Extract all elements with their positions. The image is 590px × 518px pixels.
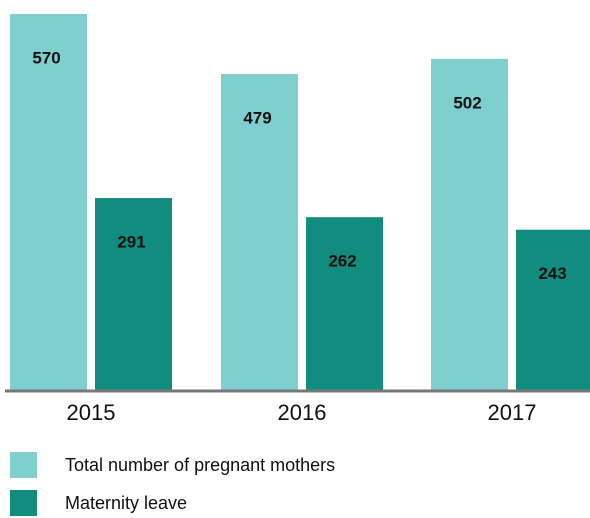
- legend-swatch: [10, 452, 37, 478]
- x-tick-label: 2017: [488, 400, 537, 425]
- bar: [431, 58, 508, 390]
- x-tick-label: 2016: [278, 400, 327, 425]
- data-label: 243: [538, 264, 566, 283]
- bar: [516, 229, 590, 390]
- data-label: 502: [453, 93, 481, 112]
- legend-label: Maternity leave: [65, 493, 187, 513]
- data-label: 262: [328, 252, 356, 271]
- legend-label: Total number of pregnant mothers: [65, 455, 335, 475]
- bar: [221, 74, 298, 390]
- bar: [95, 198, 172, 390]
- data-label: 570: [32, 48, 60, 67]
- bar: [306, 217, 383, 390]
- legend-swatch: [10, 490, 37, 516]
- x-tick-label: 2015: [67, 400, 116, 425]
- bar: [10, 14, 87, 390]
- data-label: 479: [243, 109, 271, 128]
- data-label: 291: [117, 233, 145, 252]
